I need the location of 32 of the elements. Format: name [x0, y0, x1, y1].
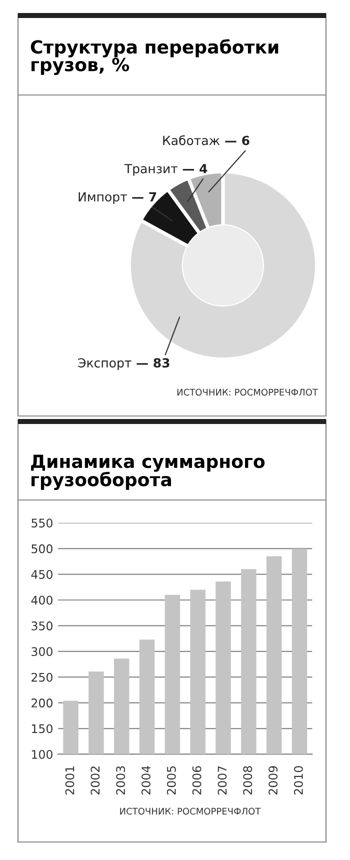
x-tick-label: 2004	[142, 766, 150, 795]
data-label: — 7	[132, 192, 156, 202]
text: ИСТОЧНИК: РОСМОРРЕЧФЛОТ	[120, 808, 261, 815]
x-tick-label: 2008	[243, 766, 252, 795]
x-tick-label: 2006	[192, 766, 202, 795]
y-tick-label: 500	[32, 544, 52, 554]
x-tick-label: 2010	[294, 766, 303, 795]
slice-label: Транзит	[124, 164, 178, 176]
slice-label: Импорт	[78, 192, 127, 204]
x-tick-label: 2001	[65, 766, 74, 795]
chart-title: Структура переработки грузов, %	[30, 39, 278, 75]
y-tick-label: 250	[32, 672, 52, 682]
y-tick-label: 100	[32, 750, 52, 759]
x-tick-label: 2009	[268, 766, 278, 795]
y-tick-label: 450	[31, 570, 52, 579]
chart-title: Динамика суммарного грузооборота	[31, 454, 265, 490]
x-tick-label: 2003	[116, 766, 126, 795]
y-tick-label: 350	[32, 621, 52, 630]
y-tick-label: 550	[32, 518, 52, 528]
slice-label: Экспорт	[78, 358, 132, 370]
y-tick-label: 400	[31, 596, 52, 605]
y-tick-label: 300	[32, 647, 52, 656]
x-tick-label: 2007	[218, 766, 227, 795]
data-label: — 4	[182, 164, 208, 174]
text: ИСТОЧНИК: РОСМОРРЕЧФЛОТ	[177, 388, 318, 396]
data-label: — 83	[136, 358, 170, 368]
x-tick-label: 2002	[90, 766, 100, 795]
data-label: — 6	[225, 136, 250, 146]
x-tick-label: 2005	[166, 766, 176, 795]
slice-label: Каботаж	[163, 135, 220, 146]
y-tick-label: 200	[32, 698, 52, 708]
y-tick-label: 150	[32, 724, 52, 734]
